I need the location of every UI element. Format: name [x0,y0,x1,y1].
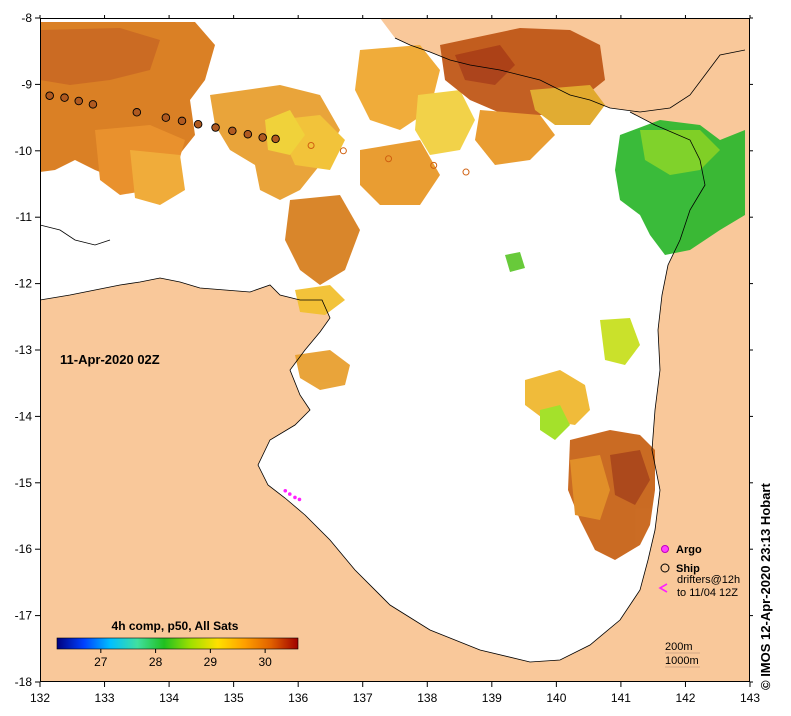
colorbar-tick-label: 30 [258,655,272,669]
ship-label: Ship [676,563,700,575]
ship-position-marker-faint [339,147,347,155]
ship-position-marker [228,126,237,136]
map-frame [40,18,750,682]
ship-position-marker [132,108,142,117]
ship-position-marker [258,133,267,142]
longitude-axis: 132 133 134 135 136 137 138 139 140 141 142 143 [30,15,760,705]
lon-tick-label: 140 [546,691,566,705]
ship-marker-icon [660,563,670,573]
lat-tick-label: -9 [21,77,32,91]
ship-position-marker [271,134,280,144]
lon-tick-label: 135 [224,691,244,705]
ship-track [45,91,280,144]
lat-tick-label: -13 [15,343,33,357]
colorbar-title: 4h comp, p50, All Sats [112,619,239,633]
ship-position-marker [161,113,171,122]
drifters-label-1: drifters@12h [677,574,740,586]
lon-tick-label: 133 [95,691,115,705]
ship-position-marker-faint [385,155,393,163]
lat-tick-label: -8 [21,11,32,25]
colorbar: 4h comp, p50, All Sats 27 28 29 30 [56,619,299,669]
date-label: 11-Apr-2020 02Z [60,352,160,367]
coastline [40,111,706,663]
lat-tick-label: -16 [15,542,33,556]
colorbar-ramp [56,637,299,650]
ship-track-faint [307,141,470,176]
lon-tick-label: 134 [159,691,179,705]
ship-position-marker [193,119,203,129]
drifter-marker-icon [658,583,668,593]
colorbar-tick-label: 29 [204,655,218,669]
lat-tick-label: -15 [15,476,33,490]
ship-position-marker [211,123,220,132]
lon-tick-label: 138 [417,691,437,705]
credit-label: © IMOS 12-Apr-2020 23:13 Hobart [758,483,773,690]
lat-tick-label: -14 [15,409,33,423]
ship-position-marker [243,129,253,139]
ship-position-marker-faint [462,168,470,176]
drifter-position-marker [283,488,288,493]
ship-position-marker [88,100,98,109]
ship-position-marker [60,93,69,102]
lon-tick-label: 141 [611,691,631,705]
argo-marker-icon [661,545,669,553]
drifter-track [283,488,302,502]
drifter-position-marker [293,495,297,500]
ship-position-marker [74,96,83,106]
latitude-axis: -8 -9 -10 -11 -12 -13 -14 -15 -16 -17 -18 [15,11,753,689]
lon-tick-label: 139 [482,691,502,705]
lon-tick-label: 137 [353,691,373,705]
ship-position-marker-faint [307,141,315,149]
ship-position-marker [45,91,54,100]
ship-position-marker [177,116,187,126]
lat-tick-label: -18 [15,675,33,689]
lat-tick-label: -11 [16,210,33,224]
lon-tick-label: 136 [288,691,308,705]
symbol-legend: Argo Ship drifters@12h to 11/04 12Z 200m… [658,544,740,668]
contour-200-label: 200m [665,641,693,653]
sea-area [40,18,745,662]
lon-tick-label: 142 [675,691,695,705]
drifters-label-2: to 11/04 12Z [677,587,738,599]
lon-tick-label: 143 [740,691,760,705]
argo-label: Argo [676,544,702,556]
drifter-position-marker [287,492,292,496]
lat-tick-label: -12 [15,277,33,291]
lon-tick-label: 132 [30,691,50,705]
contour-1000-label: 1000m [665,655,699,667]
drifter-position-marker [297,497,302,502]
colorbar-tick-label: 27 [94,655,108,669]
lat-tick-label: -10 [15,144,33,158]
colorbar-tick-label: 28 [149,655,163,669]
ship-position-marker-faint [430,161,438,169]
lat-tick-label: -17 [15,609,33,623]
